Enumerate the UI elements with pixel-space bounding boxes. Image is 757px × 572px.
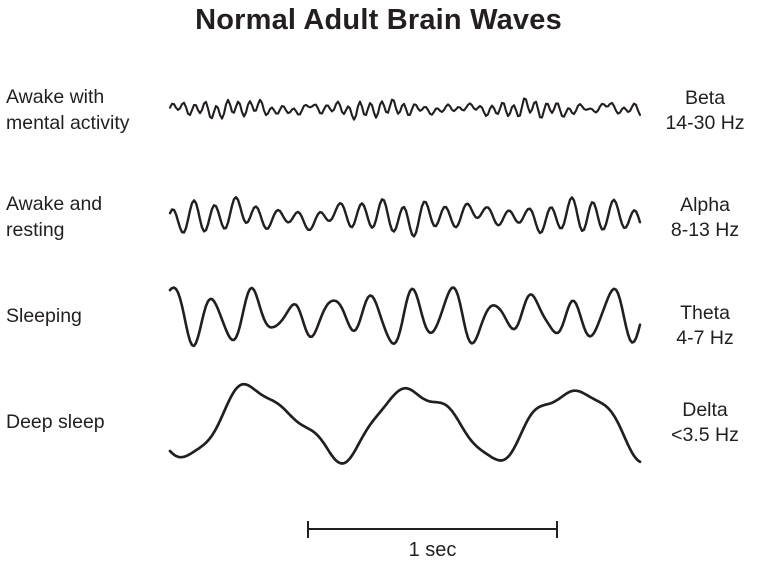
state-label-line: Sleeping [6,305,82,327]
band-label-beta: Beta 14-30 Hz [655,86,755,136]
band-label-alpha: Alpha 8-13 Hz [655,193,755,243]
state-label-line: Awake with [6,86,105,108]
state-label-alpha: Awake and resting [6,191,171,243]
scale-bar-line [307,528,558,531]
band-frequency: <3.5 Hz [671,424,739,446]
beta-wave-trace [168,97,642,121]
band-name: Beta [684,87,726,109]
band-name: Theta [680,302,730,324]
band-frequency: 8-13 Hz [670,219,740,241]
band-name: Alpha [680,194,730,216]
band-frequency: 14-30 Hz [665,112,745,134]
state-label-beta: Awake with mental activity [6,84,171,136]
alpha-wave-trace [168,196,642,238]
band-name: Delta [682,399,728,421]
scale-bar-label: 1 sec [408,539,457,561]
state-label-line: Deep sleep [6,411,105,433]
band-label-theta: Theta 4-7 Hz [655,301,755,351]
band-frequency: 4-7 Hz [676,327,734,349]
state-label-line: Awake and [6,193,103,215]
delta-wave-trace [168,382,642,465]
state-label-line: resting [6,219,65,241]
state-label-theta: Sleeping [6,303,171,329]
diagram-title: Normal Adult Brain Waves [195,4,562,36]
scale-bar-right-tick [555,521,558,538]
state-label-delta: Deep sleep [6,409,171,435]
band-label-delta: Delta <3.5 Hz [655,398,755,448]
state-label-line: mental activity [6,112,130,134]
theta-wave-trace [168,286,642,348]
scale-bar [307,521,558,538]
